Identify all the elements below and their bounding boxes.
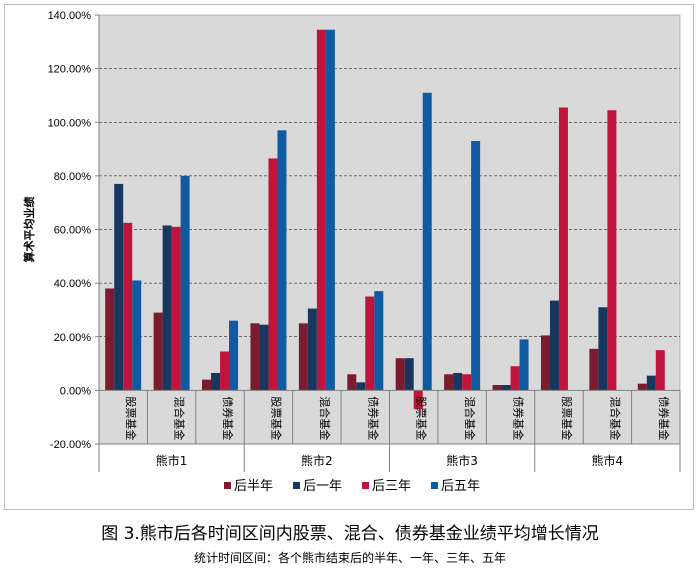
y-tick-label: 60.00% [54,225,92,237]
bar [211,372,221,391]
category-label: 债券基金 [221,396,235,440]
y-tick-label: -20.00% [50,439,91,451]
figure-caption: 图 3.熊市后各时间区间内股票、混合、债券基金业绩平均增长情况 [101,524,599,544]
bar [422,92,432,391]
bar [444,374,454,391]
group-label: 熊市4 [592,453,624,468]
bar [132,280,142,391]
category-labels: 股票基金 混合基金 债券基金 股票基金 混合基金 债券基金 股票基金 混合基金 债券基金 股票基金… [124,396,671,440]
bar [277,130,287,391]
bar [365,296,375,391]
axes [98,15,681,472]
bar [114,183,124,391]
bar [404,358,414,391]
bar [607,110,617,391]
y-tick-label: 80.00% [54,171,92,183]
bar [540,335,550,391]
bar [307,308,317,391]
group-label: 熊市2 [301,453,333,468]
group-label: 熊市1 [156,453,188,468]
category-label: 债券基金 [657,396,671,440]
category-label: 混合基金 [463,396,477,440]
category-label: 债券基金 [366,396,380,440]
y-tick-label: 40.00% [54,278,92,290]
bars [105,29,665,410]
bar [462,374,472,391]
bar [549,300,559,391]
bar [637,383,647,391]
bar [655,350,665,391]
bar [171,226,181,391]
bar [501,385,511,391]
bar [250,323,260,391]
bar [413,390,423,410]
bar [325,29,335,391]
y-tick-label: 100.00% [48,117,92,129]
legend-swatch [362,482,369,489]
bar [395,358,405,391]
bar [598,307,608,391]
legend-swatch [224,482,231,489]
bar [202,379,212,391]
bar [453,372,463,391]
bar [356,382,366,391]
category-label: 股票基金 [124,396,138,440]
bar [105,288,115,391]
legend-swatch [431,482,438,489]
gridlines [95,14,680,445]
bar [316,29,326,391]
bar [229,320,239,391]
bar [471,141,481,391]
bar [347,374,357,391]
y-tick-label: 120.00% [48,64,92,76]
legend-swatch [293,482,300,489]
bar [492,385,502,391]
y-tick-label: 20.00% [54,332,92,344]
bar [646,375,656,391]
legend-label: 后五年 [441,479,480,494]
category-label: 混合基金 [318,396,332,440]
category-label: 股票基金 [269,396,283,440]
category-label: 混合基金 [608,396,622,440]
bar [589,348,599,391]
bar [519,339,529,391]
y-tick-label: 140.00% [48,10,92,22]
bar [220,351,230,391]
y-tick-label: 0.00% [60,385,91,397]
legend: 后半年 后一年 后三年 后五年 [224,479,480,494]
bar-chart: -20.00% 0.00% 20.00% 40.00% 60.00% 80.00% 100.… [22,10,681,494]
bar [298,323,308,391]
legend-label: 后三年 [372,479,411,494]
category-label: 混合基金 [173,396,187,440]
bar [123,222,133,391]
figure-subcaption: 统计时间区间：各个熊市结束后的半年、一年、三年、五年 [193,551,506,565]
legend-label: 后一年 [303,479,342,494]
bar [153,312,163,391]
y-axis-label: 算术平均业绩 [22,197,36,264]
group-label: 熊市3 [446,453,478,468]
bar [510,366,520,391]
bar [558,107,568,391]
bar [180,175,190,391]
bar [268,158,278,391]
bar [374,291,384,391]
bar [162,225,172,391]
category-label: 债券基金 [512,396,526,440]
group-labels: 熊市1 熊市2 熊市3 熊市4 [156,453,623,468]
y-tick-labels: -20.00% 0.00% 20.00% 40.00% 60.00% 80.00% 100.… [48,10,92,451]
category-label: 股票基金 [415,396,429,440]
category-label: 股票基金 [560,396,574,440]
legend-label: 后半年 [234,479,273,494]
bar [259,324,269,391]
